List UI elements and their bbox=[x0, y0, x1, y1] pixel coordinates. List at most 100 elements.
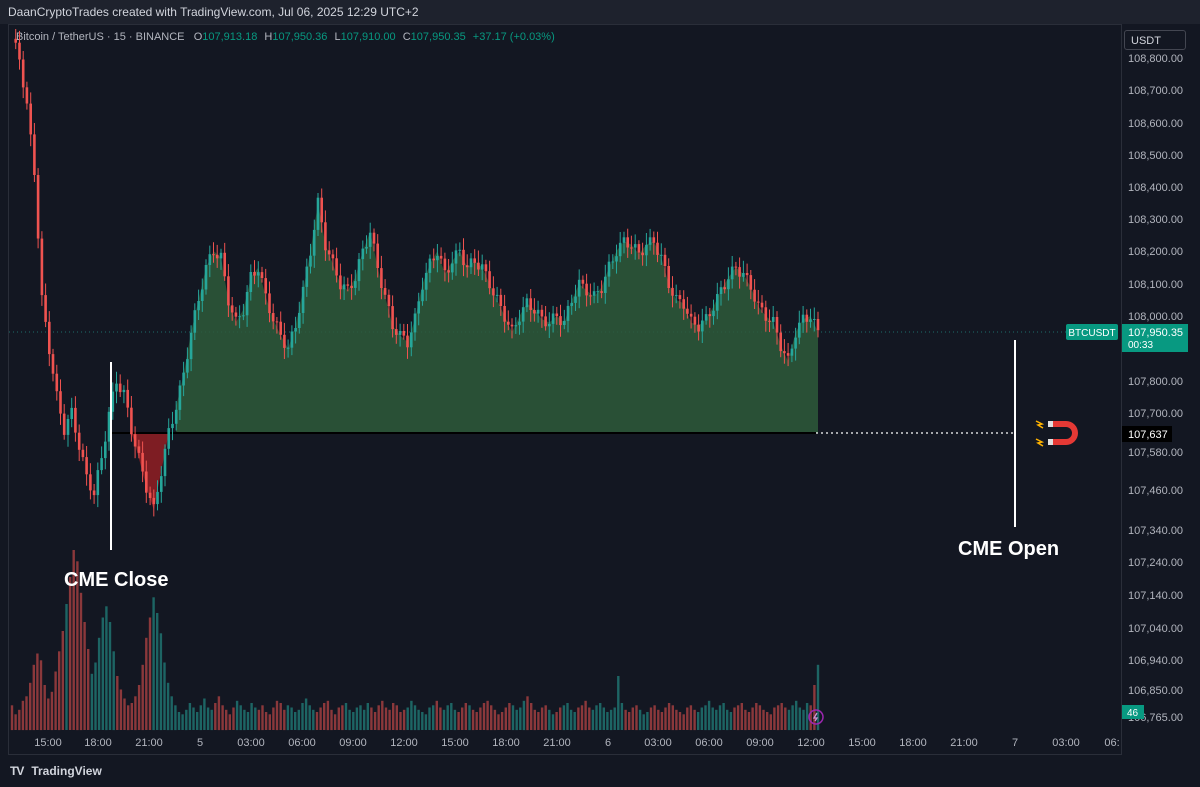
countdown-text: 00:33 bbox=[1128, 340, 1153, 351]
x-tick-label: 15:00 bbox=[441, 737, 469, 749]
candle bbox=[40, 231, 44, 306]
candle-body bbox=[174, 409, 178, 424]
candle bbox=[436, 244, 439, 273]
volume-bar bbox=[377, 705, 380, 731]
volume-bar bbox=[29, 682, 32, 731]
candle bbox=[596, 285, 600, 303]
candle bbox=[633, 234, 637, 260]
symbol-tag bbox=[1066, 324, 1118, 340]
volume-bar bbox=[36, 653, 39, 730]
volume-bar bbox=[18, 709, 21, 731]
candle-body bbox=[521, 307, 525, 322]
volume-bar bbox=[217, 696, 221, 731]
candle bbox=[618, 232, 622, 263]
volume-bar bbox=[584, 700, 587, 731]
volume-bar bbox=[442, 709, 446, 731]
candle bbox=[708, 307, 712, 328]
volume-bar bbox=[555, 712, 558, 730]
chart-frame[interactable] bbox=[8, 24, 1122, 755]
volume-bar bbox=[784, 707, 787, 730]
currency-selector[interactable]: USDT bbox=[1124, 30, 1186, 50]
candle-body bbox=[413, 313, 417, 333]
candle-body bbox=[432, 258, 435, 261]
candle-body bbox=[402, 331, 406, 336]
candle bbox=[622, 231, 626, 254]
candle-body bbox=[727, 279, 730, 290]
volume-bar bbox=[599, 703, 602, 730]
x-tick-label: 06:00 bbox=[695, 737, 723, 749]
volume-bar bbox=[257, 709, 261, 731]
candle-body bbox=[798, 322, 801, 338]
volume-bar bbox=[239, 705, 242, 731]
candle-body bbox=[171, 423, 174, 429]
volume-bar bbox=[435, 700, 438, 731]
candle-body bbox=[771, 317, 775, 322]
candle bbox=[96, 462, 100, 508]
candle bbox=[775, 311, 779, 345]
candle-body bbox=[111, 391, 115, 412]
candle-body bbox=[559, 316, 562, 326]
candle-body bbox=[230, 305, 234, 313]
volume-bar bbox=[704, 705, 707, 731]
candle bbox=[160, 466, 163, 503]
candle-body bbox=[14, 38, 17, 43]
candle-body bbox=[462, 249, 465, 266]
volume-bar bbox=[297, 709, 300, 731]
candle-body bbox=[454, 250, 458, 264]
candle-body bbox=[227, 276, 230, 306]
candle-body bbox=[790, 348, 794, 356]
candle bbox=[201, 278, 204, 312]
candle bbox=[223, 242, 226, 281]
symbol-title[interactable]: Bitcoin / TetherUS · 15 · BINANCE bbox=[16, 31, 185, 43]
volume-bar bbox=[816, 664, 820, 731]
candle-body bbox=[723, 287, 726, 290]
candle-body bbox=[376, 243, 379, 268]
volume-bar bbox=[805, 703, 809, 730]
volume-bar bbox=[471, 709, 475, 731]
tradingview-brand[interactable]: TV TradingView bbox=[10, 764, 102, 778]
candle bbox=[428, 254, 432, 283]
candle bbox=[126, 379, 129, 418]
volume-bar bbox=[628, 712, 631, 730]
candle bbox=[514, 317, 518, 334]
candle bbox=[59, 379, 62, 425]
candle bbox=[249, 264, 253, 301]
candle bbox=[574, 284, 577, 311]
candle bbox=[518, 309, 521, 335]
candle bbox=[801, 306, 805, 333]
candle-body bbox=[689, 313, 693, 317]
candle-body bbox=[327, 250, 331, 255]
x-tick-label: 03:00 bbox=[1052, 737, 1080, 749]
spark-bottom bbox=[1035, 438, 1045, 447]
candle-body bbox=[749, 275, 753, 290]
candle bbox=[339, 263, 342, 300]
volume-bar bbox=[740, 703, 743, 730]
y-tick-label: 107,580.00 bbox=[1128, 447, 1183, 459]
volume-bar bbox=[776, 705, 780, 731]
candle-body bbox=[596, 291, 600, 293]
candle bbox=[723, 279, 726, 294]
x-tick-label: 15:00 bbox=[848, 737, 876, 749]
candle-body bbox=[753, 289, 756, 302]
candle-body bbox=[473, 258, 476, 263]
volume-bar bbox=[163, 662, 166, 730]
y-tick-label: 106,940.00 bbox=[1128, 655, 1183, 667]
flash-icon[interactable] bbox=[808, 709, 824, 725]
volume-bar bbox=[366, 703, 369, 730]
candle-body bbox=[555, 313, 559, 317]
volume-bar bbox=[526, 696, 529, 731]
y-tick-label: 108,100.00 bbox=[1128, 279, 1183, 291]
candle bbox=[391, 295, 394, 338]
candle-body bbox=[130, 407, 133, 435]
y-tick-label: 108,000.00 bbox=[1128, 311, 1183, 323]
volume-bar bbox=[697, 712, 700, 730]
candle-body bbox=[44, 295, 47, 322]
volume-bar bbox=[235, 700, 239, 731]
candle bbox=[521, 296, 525, 333]
volume-bar bbox=[482, 703, 486, 730]
volume-bar bbox=[602, 707, 605, 730]
candle-body bbox=[465, 265, 469, 268]
candle-body bbox=[738, 267, 741, 277]
volume-bar bbox=[715, 709, 718, 731]
